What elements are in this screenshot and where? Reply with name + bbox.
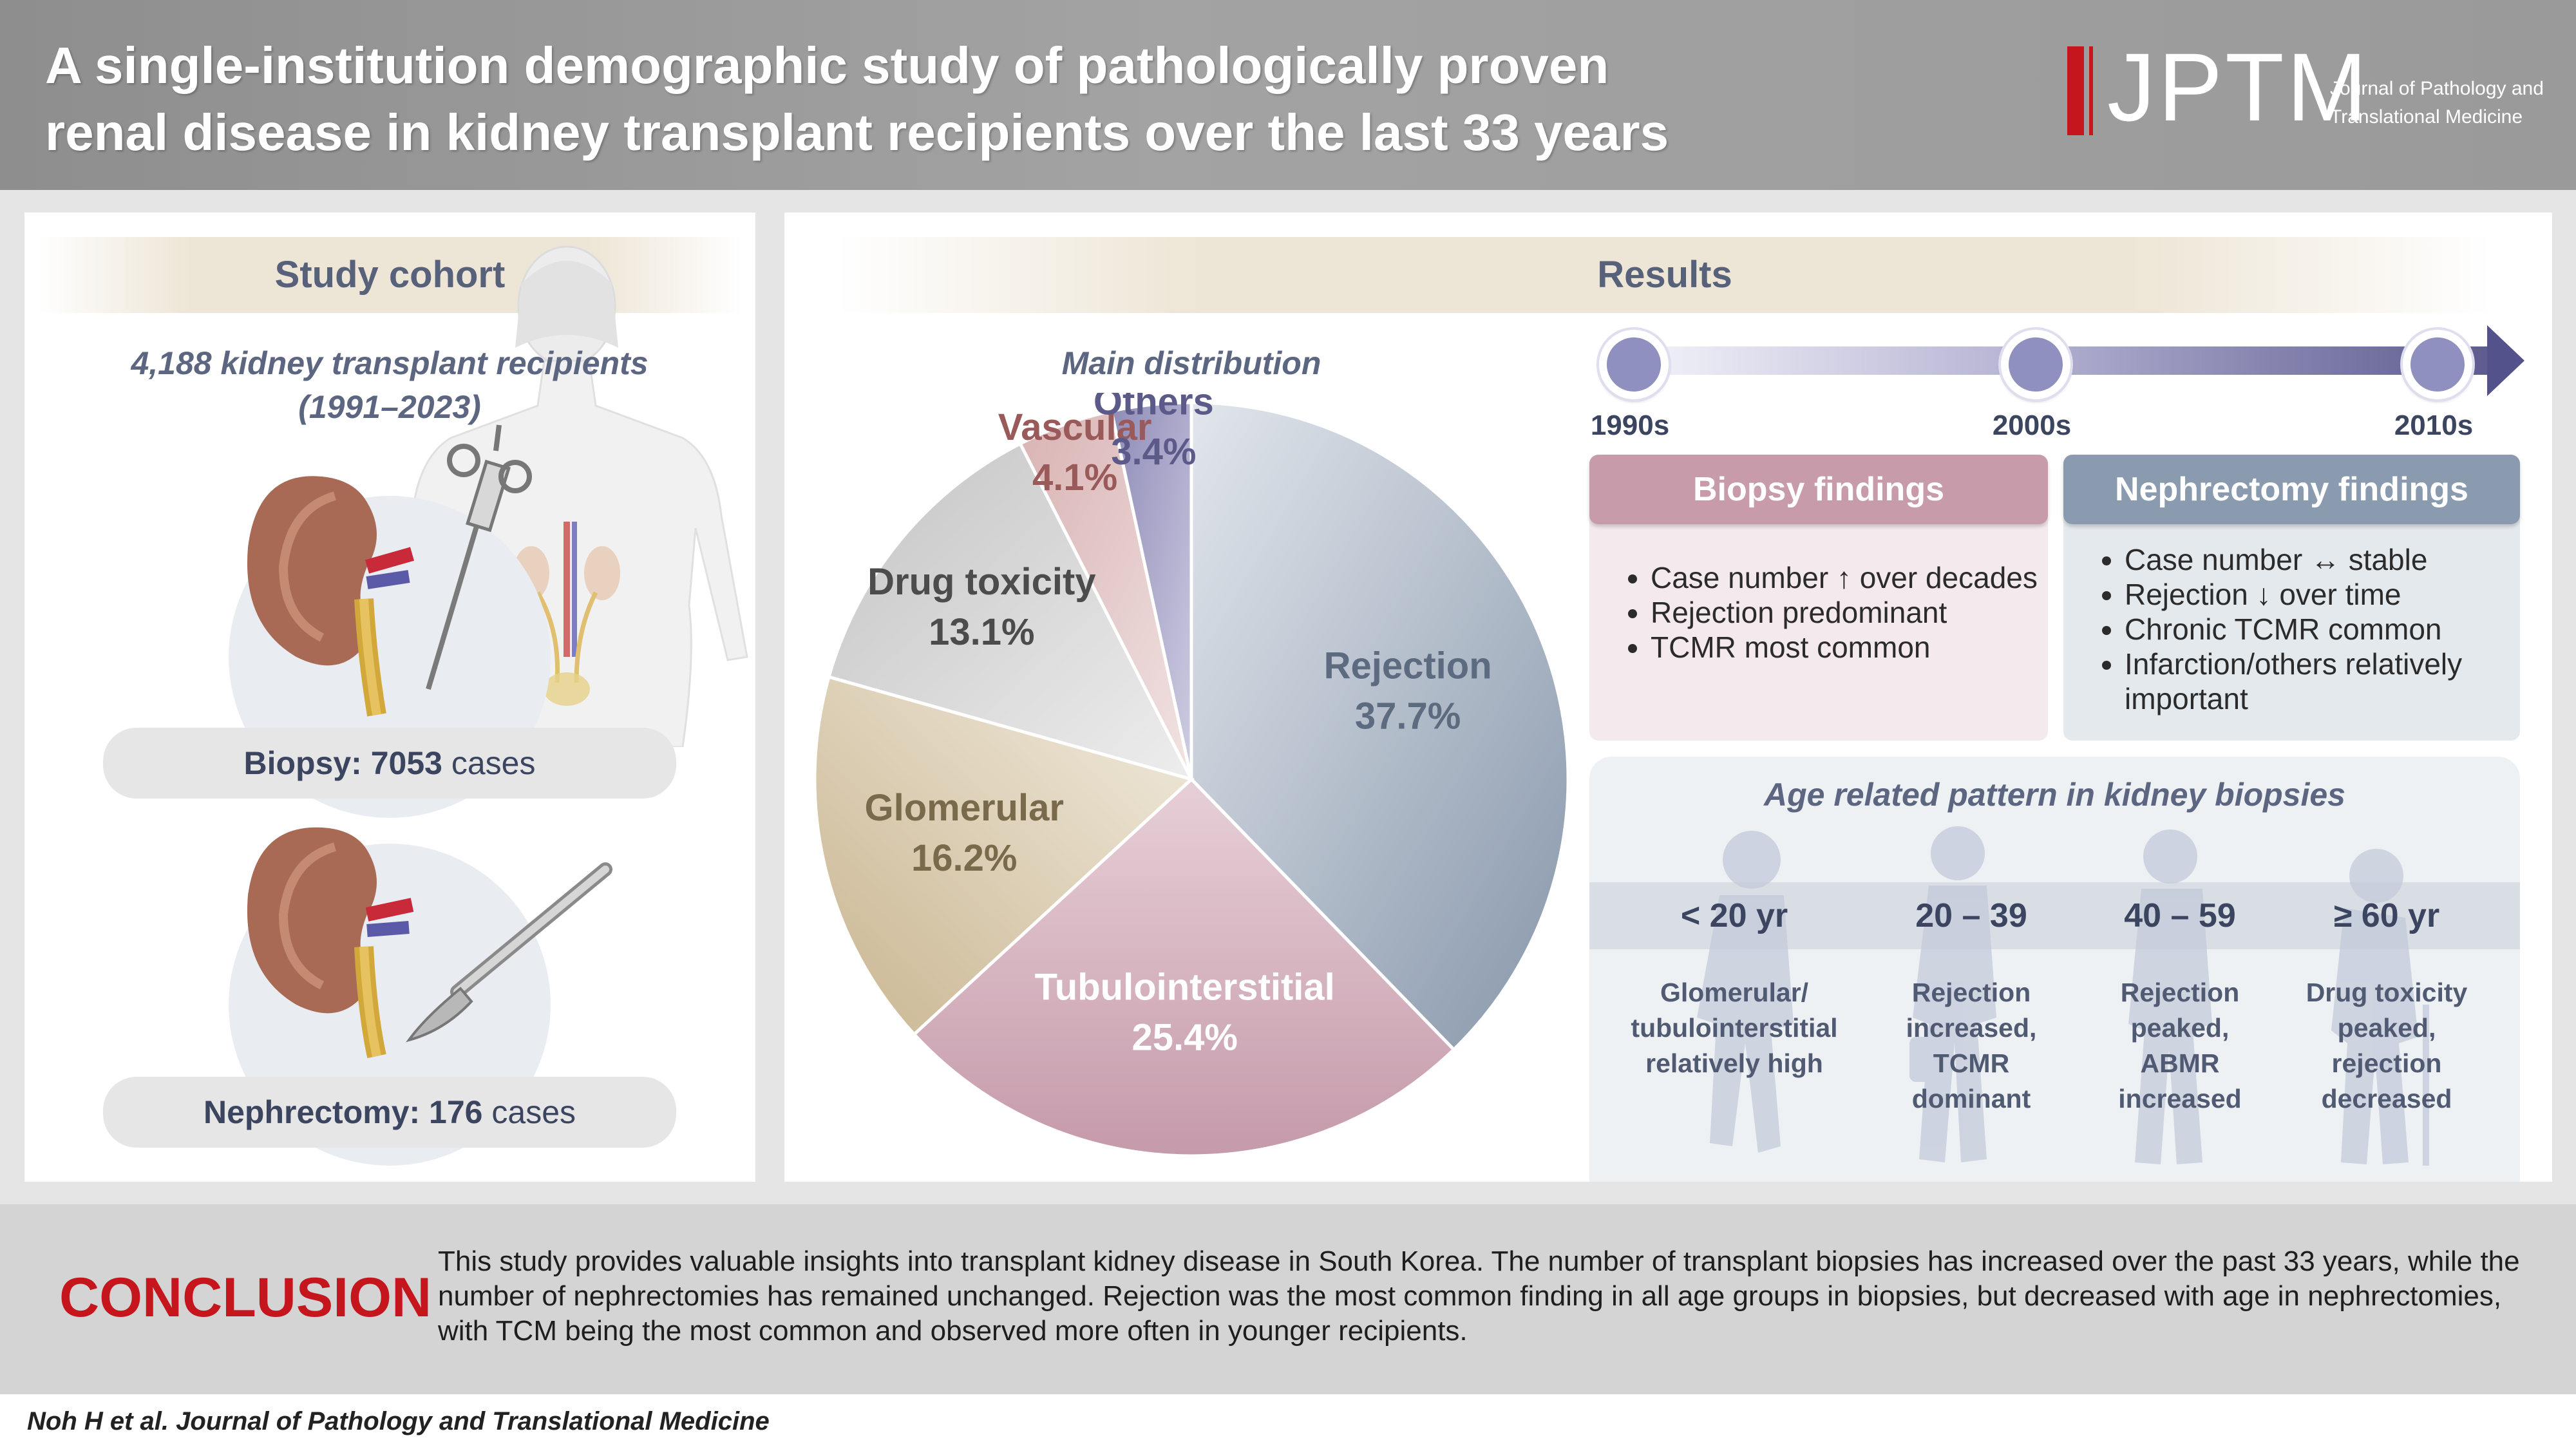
citation: Noh H et al. Journal of Pathology and Tr… <box>27 1407 770 1435</box>
biopsy-findings-box: Case number ↑ over decades Rejection pre… <box>1589 509 2048 741</box>
recipients-count: 4,188 kidney transplant recipients (1991… <box>39 341 741 429</box>
age-desc-line: Drug toxicity <box>2306 978 2468 1007</box>
age-desc-line: increased <box>2118 1084 2242 1113</box>
journal-name-line-2: Translational Medicine <box>2330 106 2523 128</box>
timeline-node-2000s <box>2001 330 2070 399</box>
nephrectomy-finding-item: Rejection ↓ over time <box>2125 577 2520 612</box>
age-desc-20-39: Rejection increased, TCMR dominant <box>1865 975 2078 1117</box>
timeline-label-2010s: 2010s <box>2394 410 2474 441</box>
distribution-title: Main distribution <box>1061 345 1321 381</box>
nephrectomy-finding-item: Infarction/others relatively important <box>2125 647 2520 716</box>
pie-slice-glomerular <box>813 674 1195 1037</box>
timeline-node-2010s <box>2403 330 2472 399</box>
biopsy-count-pill: Biopsy: 7053 cases <box>103 728 676 799</box>
kidney-biopsy-icon <box>247 424 532 717</box>
biopsy-finding-item: Rejection predominant <box>1651 595 2048 630</box>
results-title: Results <box>1597 254 1732 296</box>
timeline-arrow-icon <box>2487 325 2524 396</box>
age-desc-line: TCMR <box>1933 1048 2010 1078</box>
pie-slice-others <box>1109 401 1193 780</box>
kidney-scalpel-icon <box>247 827 612 1059</box>
recipients-years: (1991–2023) <box>298 389 481 425</box>
logo-bar-icon <box>2067 46 2084 135</box>
pie-label-others: Others 3.4% <box>1094 393 1214 473</box>
age-group-40-59: 40 – 59 <box>2124 897 2236 934</box>
age-desc-line: Rejection <box>1911 978 2031 1007</box>
nephrectomy-finding-item: Chronic TCMR common <box>2125 612 2520 647</box>
pie-slice-rejection <box>1189 401 1570 1052</box>
age-desc-line: peaked, <box>2130 1013 2230 1043</box>
age-desc-line: dominant <box>1911 1084 2031 1113</box>
age-desc-under-20: Glomerular/ tubulointerstitial relativel… <box>1628 975 1841 1081</box>
age-desc-line: peaked, <box>2337 1013 2436 1043</box>
age-desc-line: rejection <box>2331 1048 2442 1078</box>
distribution-pie-chart: Rejection 37.7% Tubulointerstitial 25.4% Glo… <box>813 393 1570 1158</box>
age-silhouettes-icon <box>1697 826 2429 1166</box>
conclusion-section <box>0 1204 2576 1394</box>
biopsy-findings-header: Biopsy findings <box>1589 455 2048 524</box>
pie-label-rejection: Rejection 37.7% <box>1324 645 1492 737</box>
journal-name-line-1: Journal of Pathology and <box>2330 78 2544 99</box>
nephrectomy-count-pill: Nephrectomy: 176 cases <box>103 1077 676 1148</box>
biopsy-finding-item: Case number ↑ over decades <box>1651 560 2048 595</box>
nephrectomy-findings-box: Case number ↔ stable Rejection ↓ over ti… <box>2063 509 2520 741</box>
age-group-20-39: 20 – 39 <box>1915 897 2027 934</box>
nephrectomy-finding-item: Case number ↔ stable <box>2125 542 2520 577</box>
header-banner <box>0 0 2576 190</box>
recipients-line-1: 4,188 kidney transplant recipients <box>131 345 649 381</box>
timeline-label-2000s: 2000s <box>1992 410 2072 441</box>
logo-bar-thin-icon <box>2089 46 2093 135</box>
title-line-1: A single-institution demographic study o… <box>45 37 1609 94</box>
pie-label-tubulointerstitial: Tubulointerstitial 25.4% <box>1035 967 1335 1059</box>
age-desc-line: ABMR <box>2140 1048 2220 1078</box>
timeline-node-1990s <box>1599 330 1669 399</box>
age-desc-line: Glomerular/ <box>1660 978 1809 1007</box>
results-band <box>837 237 2492 313</box>
biopsy-unit: cases <box>451 745 536 781</box>
biopsy-count: Biopsy: 7053 <box>243 745 442 781</box>
conclusion-text: This study provides valuable insights in… <box>438 1245 2520 1347</box>
nephrectomy-count: Nephrectomy: 176 <box>203 1094 483 1130</box>
timeline-label-1990s: 1990s <box>1590 410 1670 441</box>
nephrectomy-unit: cases <box>491 1094 576 1130</box>
nephrectomy-findings-header: Nephrectomy findings <box>2063 455 2520 524</box>
age-desc-line: tubulointerstitial <box>1631 1013 1838 1043</box>
pie-slice-tubulointerstitial <box>911 777 1456 1158</box>
pie-label-vascular: Vascular 4.1% <box>998 406 1152 498</box>
study-cohort-title: Study cohort <box>274 254 506 296</box>
journal-logo: JPTM <box>2107 33 2370 141</box>
pie-label-drug-toxicity: Drug toxicity 13.1% <box>867 561 1096 653</box>
pie-label-glomerular: Glomerular 16.2% <box>864 787 1063 879</box>
age-desc-line: decreased <box>2321 1084 2452 1113</box>
age-desc-line: increased, <box>1906 1013 2037 1043</box>
age-group-under-20: < 20 yr <box>1680 897 1788 934</box>
page-title: A single-institution demographic study o… <box>45 32 1784 166</box>
age-desc-line: Rejection <box>2120 978 2240 1007</box>
title-line-2: renal disease in kidney transplant recip… <box>45 104 1669 161</box>
biopsy-finding-item: TCMR most common <box>1651 630 2048 665</box>
conclusion-heading: CONCLUSION <box>59 1267 432 1329</box>
study-cohort-band <box>37 237 743 313</box>
age-desc-60-plus: Drug toxicity peaked, rejection decrease… <box>2280 975 2493 1117</box>
age-desc-40-59: Rejection peaked, ABMR increased <box>2074 975 2286 1117</box>
age-group-60-plus: ≥ 60 yr <box>2333 897 2440 934</box>
age-desc-line: relatively high <box>1645 1048 1823 1078</box>
age-pattern-title: Age related pattern in kidney biopsies <box>1763 777 2345 813</box>
pie-slice-drug-toxicity <box>826 441 1195 782</box>
